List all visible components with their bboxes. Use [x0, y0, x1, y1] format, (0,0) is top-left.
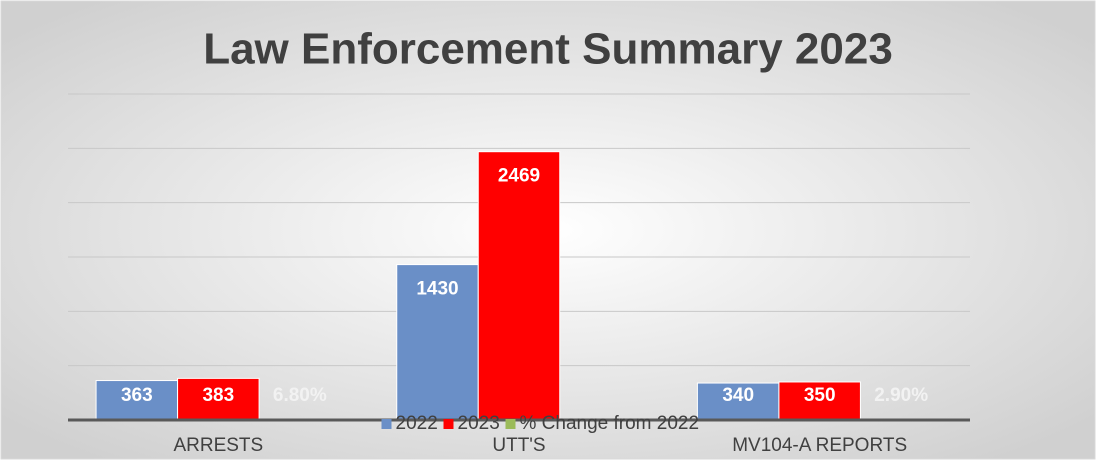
legend-swatch [505, 419, 516, 429]
data-label: 6.80% [273, 385, 327, 406]
data-label: 2.90% [874, 385, 928, 406]
legend-label: 2022 [396, 413, 438, 434]
bar [177, 377, 260, 421]
bar [396, 264, 479, 421]
data-label: 383 [202, 385, 234, 406]
bar [778, 381, 861, 421]
data-label: 2469 [498, 166, 540, 187]
x-tick-label: ARRESTS [173, 435, 263, 456]
x-tick-label: MV104-A REPORTS [732, 435, 907, 456]
bar [95, 380, 179, 421]
legend-label: % Change from 2022 [520, 413, 700, 434]
bar [477, 151, 561, 421]
legend-swatch [443, 419, 454, 429]
x-tick-label: UTT'S [492, 435, 545, 456]
chart-title: Law Enforcement Summary 2023 [203, 25, 893, 74]
data-label: 1430 [416, 279, 458, 300]
legend-swatch [381, 419, 392, 429]
data-label: 340 [722, 385, 754, 406]
data-label: 363 [121, 385, 153, 406]
legend-label: 2023 [458, 413, 500, 434]
data-label: 350 [804, 385, 836, 406]
